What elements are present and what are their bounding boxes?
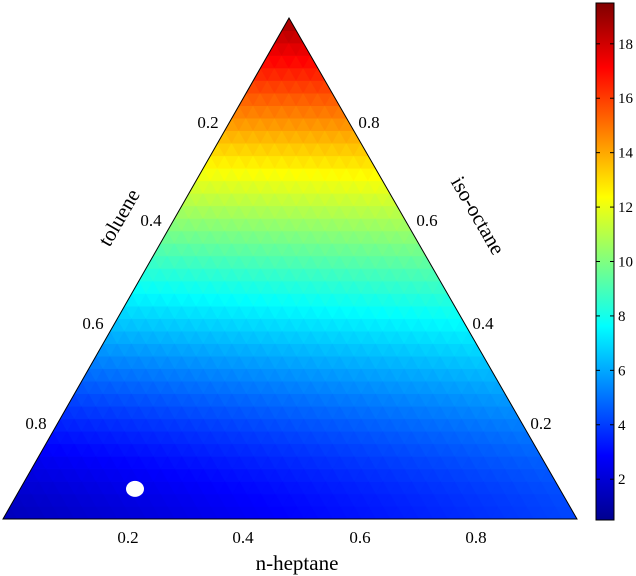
right-tick-label: 0.8: [358, 113, 379, 132]
colorbar-tick-label: 18: [618, 37, 633, 53]
left-axis-title: toluene: [93, 185, 145, 251]
colorbar-tick-label: 14: [618, 146, 634, 162]
colorbar-tick-label: 10: [618, 255, 633, 271]
bottom-tick-label: 0.8: [465, 528, 486, 547]
right-tick-label: 0.2: [530, 414, 551, 433]
left-tick-label: 0.4: [140, 211, 162, 230]
colorbar-tick-label: 2: [618, 472, 626, 488]
left-tick-label: 0.2: [197, 113, 218, 132]
bottom-axis-title: n-heptane: [256, 551, 339, 575]
left-tick-label: 0.6: [82, 314, 103, 333]
colorbar-tick-label: 8: [618, 309, 626, 325]
colorbar-tick-label: 12: [618, 200, 633, 216]
field-cell: [281, 18, 297, 31]
right-tick-label: 0.6: [416, 211, 437, 230]
right-axis-title: iso-octane: [446, 172, 510, 259]
bottom-tick-label: 0.6: [349, 528, 370, 547]
ternary-color-field: [3, 18, 577, 519]
left-tick-label: 0.8: [25, 414, 46, 433]
right-tick-label: 0.4: [472, 314, 494, 333]
colorbar-tick-label: 6: [618, 363, 626, 379]
colorbar-tick-label: 4: [618, 418, 626, 434]
bottom-tick-label: 0.2: [117, 528, 138, 547]
colorbar-tick-label: 16: [618, 91, 634, 107]
data-point-marker: [126, 480, 144, 497]
bottom-tick-label: 0.4: [232, 528, 254, 547]
triangle-outline: [2, 16, 578, 520]
colorbar-ticks: 2 4 6 8 10 12 14 16 18: [596, 37, 634, 488]
